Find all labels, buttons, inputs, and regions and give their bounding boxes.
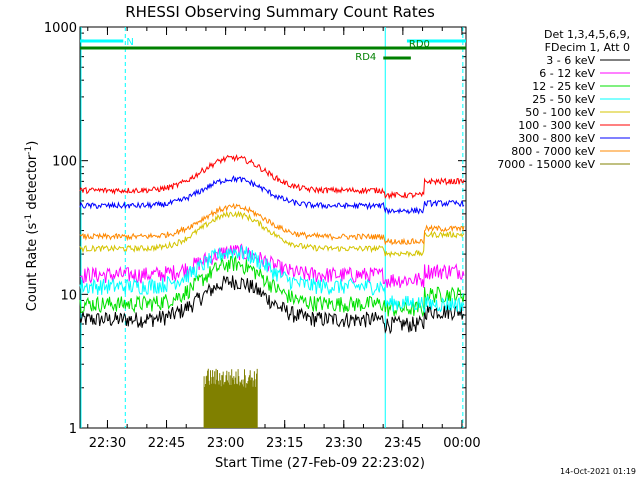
y-axis-label-mid: detector xyxy=(25,154,40,214)
y-axis-label-end: ) xyxy=(25,141,40,146)
y-tick-label: 10 xyxy=(60,288,77,303)
series-line xyxy=(79,175,465,216)
series-line xyxy=(79,153,465,200)
y-axis-label-sup2: -1 xyxy=(24,146,34,155)
chart-title: RHESSI Observing Summary Count Rates xyxy=(125,3,435,21)
y-axis-label-sup1: -1 xyxy=(24,214,34,223)
series-3-6kev xyxy=(79,275,465,335)
series-50-100kev xyxy=(79,210,465,259)
y-axis-label: Count Rate (s-1 detector-1) xyxy=(24,141,40,312)
x-axis-label: Start Time (27-Feb-09 22:23:02) xyxy=(215,456,425,471)
series-6-12kev xyxy=(79,243,465,289)
x-tick-label: 23:15 xyxy=(266,436,303,451)
series-300-800kev xyxy=(79,175,465,216)
series-line xyxy=(203,368,258,428)
x-tick-label: 22:45 xyxy=(148,436,185,451)
series-800-7000kev xyxy=(79,202,465,246)
legend-entry-label: 3 - 6 keV xyxy=(546,54,595,67)
x-tick-label: 00:00 xyxy=(443,436,480,451)
legend-entry-label: 100 - 300 keV xyxy=(518,119,595,132)
x-tick-label: 23:30 xyxy=(325,436,362,451)
flag-bar-n: N xyxy=(80,37,466,48)
legend-entry-label: 7000 - 15000 keV xyxy=(497,158,595,171)
legend-entry-label: 25 - 50 keV xyxy=(532,93,595,106)
legend-entry-label: 6 - 12 keV xyxy=(539,67,595,80)
plot-area: 1 10 100 1000 22:30 22:45 23:00 23:15 23:30 23:45… xyxy=(44,21,481,451)
flag-bar-label: N xyxy=(126,37,133,48)
series-7000-15000kev xyxy=(203,368,258,428)
legend-entry-label: 12 - 25 keV xyxy=(532,80,595,93)
flag-bar-rd0: RD0 xyxy=(80,39,466,50)
y-tick-label: 1000 xyxy=(44,21,77,36)
legend-entry-label: 300 - 800 keV xyxy=(518,132,595,145)
y-axis-label-main: Count Rate (s xyxy=(25,223,40,312)
x-tick-label: 23:00 xyxy=(207,436,244,451)
footer-timestamp: 14-Oct-2021 01:19 xyxy=(560,467,636,476)
series-line xyxy=(79,202,465,246)
y-tick-label: 100 xyxy=(52,155,77,170)
flag-bar-rd4: RD4 xyxy=(355,52,411,63)
series-line xyxy=(79,275,465,335)
series-100-300kev xyxy=(79,153,465,200)
legend-header-line-2: FDecim 1, Att 0 xyxy=(545,41,630,54)
series-line xyxy=(79,245,465,313)
series-25-50kev xyxy=(79,245,465,313)
legend-header-line-1: Det 1,3,4,5,6,9, xyxy=(544,28,630,41)
x-tick-label: 23:45 xyxy=(384,436,421,451)
plot-frame xyxy=(79,26,467,429)
legend-entry-label: 800 - 7000 keV xyxy=(511,145,595,158)
series-line xyxy=(79,243,465,289)
x-tick-label: 22:30 xyxy=(89,436,126,451)
flag-bar-label: RD4 xyxy=(355,52,376,63)
series-line xyxy=(79,210,465,259)
legend: Det 1,3,4,5,6,9, FDecim 1, Att 0 3 - 6 k… xyxy=(497,28,630,171)
legend-entry-label: 50 - 100 keV xyxy=(525,106,595,119)
flag-bar-label: RD0 xyxy=(409,39,430,50)
y-tick-label: 1 xyxy=(69,422,77,437)
